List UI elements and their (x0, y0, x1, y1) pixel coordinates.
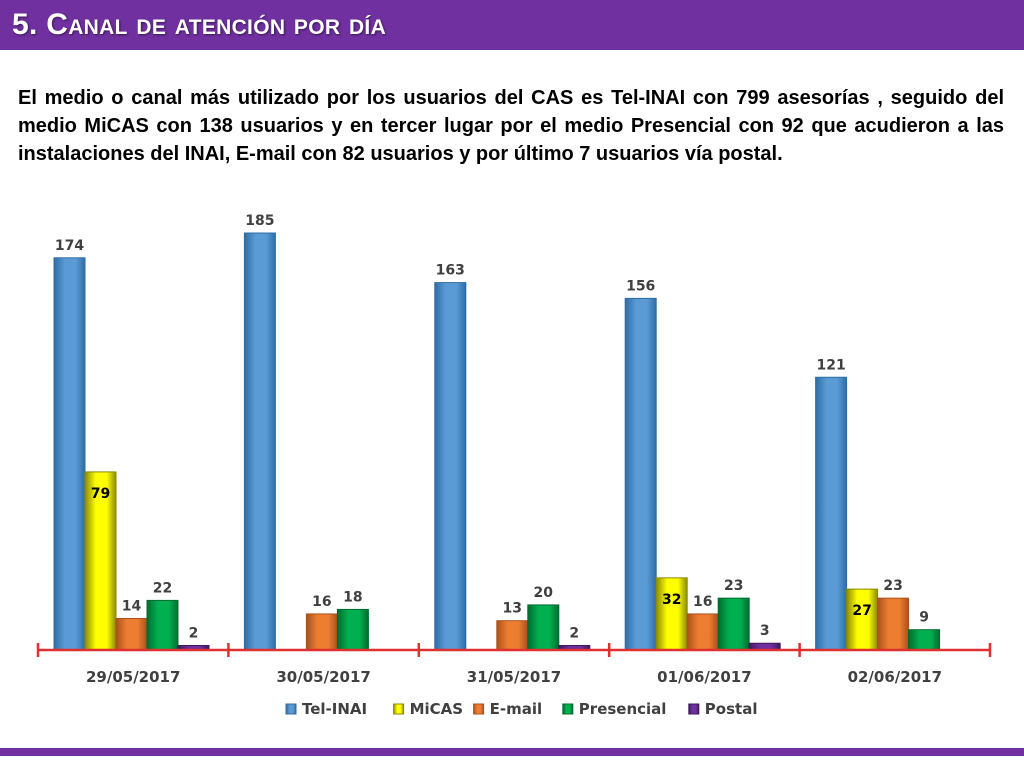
category-label-02-06-2017: 02/06/2017 (848, 668, 942, 686)
bar-e-mail-29-05-2017 (115, 617, 148, 651)
data-label-postal-29-05-2017: 2 (189, 625, 199, 641)
data-label-e-mail-29-05-2017: 14 (122, 598, 142, 614)
data-label-micas-29-05-2017: 79 (91, 486, 110, 502)
legend-swatch-postal (688, 703, 700, 715)
bar-tel-inai-30-05-2017 (243, 232, 276, 651)
bar-e-mail-31-05-2017 (496, 620, 529, 651)
legend-label-presencial: Presencial (579, 700, 667, 718)
legend-item-tel-inai: Tel-INAI (285, 700, 367, 718)
data-label-presencial-01-06-2017: 23 (724, 578, 743, 594)
bar-micas-29-05-2017 (84, 471, 117, 651)
legend-label-micas: MiCAS (410, 700, 464, 718)
legend-swatch-micas (393, 703, 405, 715)
category-label-31-05-2017: 31/05/2017 (467, 668, 561, 686)
data-label-postal-01-06-2017: 3 (760, 623, 770, 639)
bar-e-mail-02-06-2017 (877, 597, 910, 651)
bar-tel-inai-01-06-2017 (624, 297, 657, 651)
data-label-tel-inai-30-05-2017: 185 (245, 213, 274, 229)
data-label-micas-02-06-2017: 27 (852, 603, 871, 619)
bar-micas-02-06-2017 (846, 588, 879, 651)
legend-swatch-e-mail (473, 703, 485, 715)
legend-item-micas: MiCAS (393, 700, 464, 718)
bar-presencial-02-06-2017 (908, 629, 941, 651)
data-label-e-mail-02-06-2017: 23 (883, 578, 902, 594)
bottom-bar (0, 748, 1024, 756)
data-label-presencial-29-05-2017: 22 (153, 580, 172, 596)
bar-e-mail-30-05-2017 (305, 613, 338, 651)
bar-presencial-31-05-2017 (527, 604, 560, 651)
data-label-e-mail-30-05-2017: 16 (312, 594, 331, 610)
data-label-tel-inai-31-05-2017: 163 (436, 263, 465, 279)
data-label-presencial-30-05-2017: 18 (343, 589, 362, 605)
legend-label-postal: Postal (705, 700, 758, 718)
category-label-01-06-2017: 01/06/2017 (657, 668, 751, 686)
data-label-presencial-31-05-2017: 20 (534, 585, 554, 601)
legend-label-e-mail: E-mail (490, 700, 543, 718)
bar-micas-01-06-2017 (655, 577, 688, 651)
data-label-e-mail-01-06-2017: 16 (693, 594, 712, 610)
title-bar: 5. Canal de atención por día (0, 0, 1024, 50)
data-label-micas-01-06-2017: 32 (662, 592, 681, 608)
legend-item-e-mail: E-mail (473, 700, 543, 718)
bar-tel-inai-31-05-2017 (434, 282, 467, 651)
slide-title: 5. Canal de atención por día (12, 8, 387, 41)
slide-description: El medio o canal más utilizado por los u… (18, 87, 1004, 165)
legend-swatch-tel-inai (285, 703, 297, 715)
data-label-tel-inai-29-05-2017: 174 (55, 238, 84, 254)
bar-e-mail-01-06-2017 (686, 613, 719, 651)
legend-item-presencial: Presencial (562, 700, 667, 718)
data-label-postal-31-05-2017: 2 (569, 625, 579, 641)
data-label-tel-inai-01-06-2017: 156 (626, 278, 655, 294)
legend-label-tel-inai: Tel-INAI (302, 700, 367, 718)
data-label-presencial-02-06-2017: 9 (919, 610, 929, 626)
bar-tel-inai-29-05-2017 (53, 257, 86, 651)
bar-presencial-29-05-2017 (146, 599, 179, 651)
category-label-30-05-2017: 30/05/2017 (276, 668, 370, 686)
legend-item-postal: Postal (688, 700, 758, 718)
category-label-29-05-2017: 29/05/2017 (86, 668, 180, 686)
bar-tel-inai-02-06-2017 (815, 376, 848, 651)
data-label-e-mail-31-05-2017: 13 (503, 601, 522, 617)
legend-swatch-presencial (562, 703, 574, 715)
bar-presencial-30-05-2017 (336, 608, 369, 651)
data-label-tel-inai-02-06-2017: 121 (816, 357, 845, 373)
bar-presencial-01-06-2017 (717, 597, 750, 651)
